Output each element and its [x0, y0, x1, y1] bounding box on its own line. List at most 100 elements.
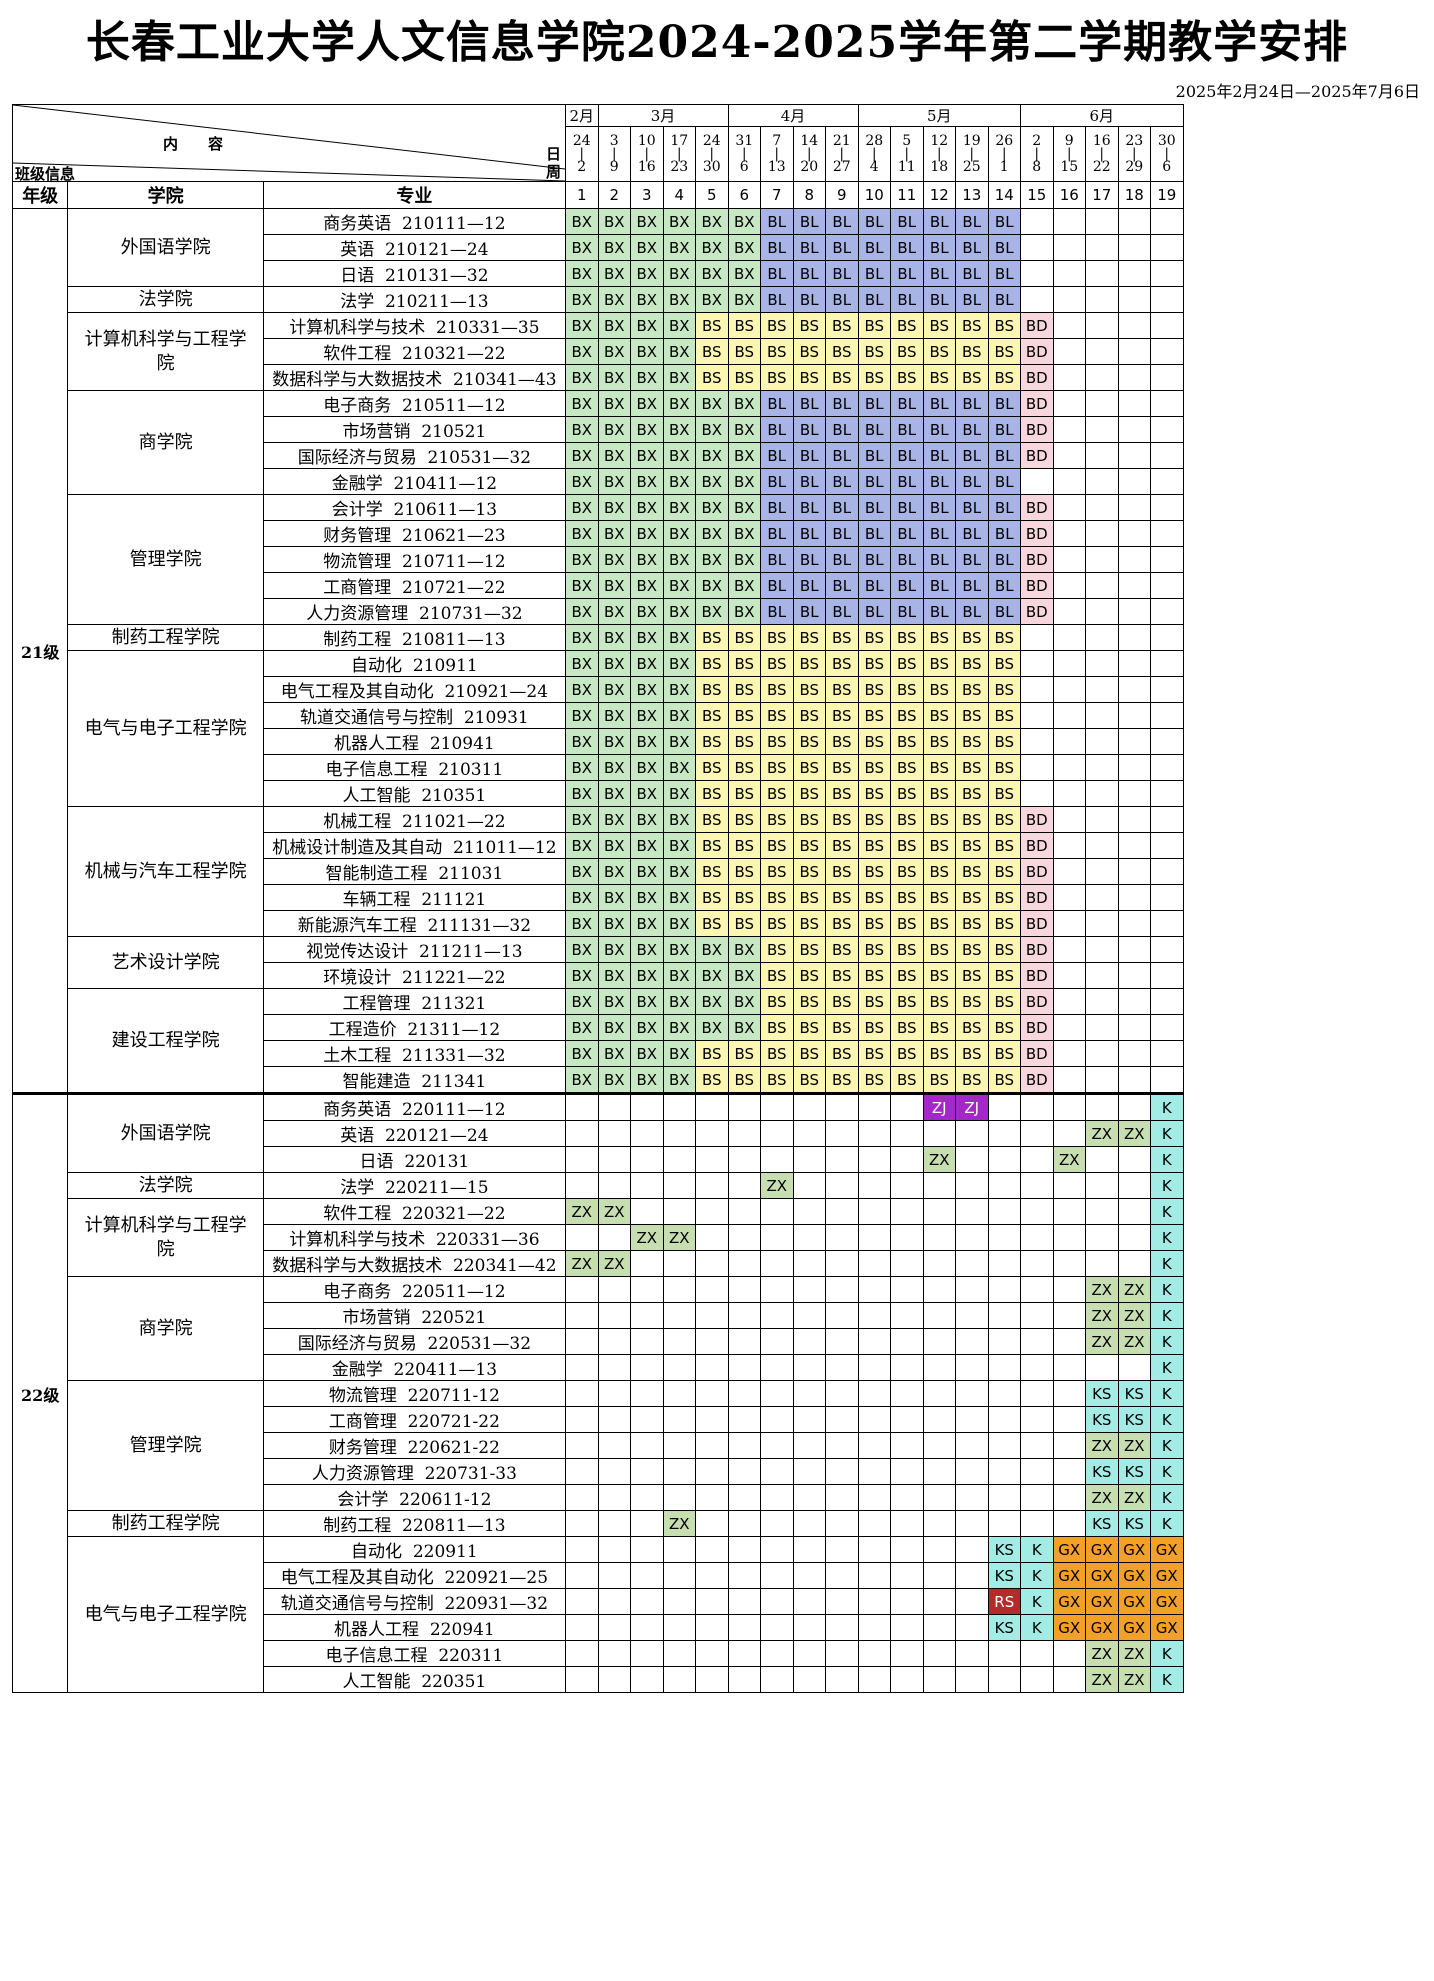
schedule-cell: [1117, 364, 1151, 391]
schedule-cell: BX: [630, 390, 664, 417]
schedule-cell: [760, 1640, 794, 1667]
schedule-cell: [760, 1302, 794, 1329]
schedule-cell: BL: [825, 286, 859, 313]
schedule-cell: [922, 1250, 956, 1277]
major-cell: 机械设计制造及其自动 211011—12: [262, 832, 567, 859]
schedule-cell: BL: [890, 234, 924, 261]
major-column-header: 专业: [262, 181, 567, 209]
schedule-cell: BS: [922, 312, 956, 339]
schedule-cell: [1117, 1224, 1151, 1251]
schedule-cell: [662, 1380, 696, 1407]
schedule-cell: [1020, 234, 1054, 261]
schedule-cell: [857, 1146, 891, 1173]
schedule-cell: BS: [825, 910, 859, 937]
week-date-range: 28 | 4: [857, 126, 891, 182]
schedule-cell: BS: [727, 676, 761, 703]
schedule-cell: K: [1150, 1354, 1184, 1381]
week-number: 11: [890, 181, 924, 209]
schedule-cell: [1052, 286, 1086, 313]
schedule-cell: BX: [597, 936, 631, 963]
schedule-cell: BS: [857, 312, 891, 339]
schedule-cell: BS: [727, 858, 761, 885]
schedule-cell: BL: [890, 390, 924, 417]
schedule-cell: BL: [857, 260, 891, 287]
week-date-range: 16 | 22: [1085, 126, 1119, 182]
schedule-cell: [1052, 260, 1086, 287]
schedule-cell: [792, 1380, 826, 1407]
schedule-cell: BX: [662, 858, 696, 885]
schedule-cell: [1052, 1120, 1086, 1147]
schedule-cell: [760, 1562, 794, 1589]
schedule-cell: [630, 1120, 664, 1147]
schedule-cell: [890, 1614, 924, 1641]
schedule-cell: BS: [695, 780, 729, 807]
schedule-cell: BD: [1020, 572, 1054, 599]
schedule-cell: [662, 1092, 696, 1121]
schedule-cell: BD: [1020, 364, 1054, 391]
schedule-cell: [825, 1588, 859, 1615]
week-label: 周: [545, 163, 561, 181]
schedule-cell: BL: [890, 520, 924, 547]
schedule-cell: ZX: [1117, 1120, 1151, 1147]
week-date-range: 14 | 20: [792, 126, 826, 182]
schedule-cell: BX: [597, 988, 631, 1015]
schedule-cell: [727, 1380, 761, 1407]
schedule-cell: BS: [857, 1040, 891, 1067]
schedule-cell: BL: [825, 234, 859, 261]
table-row: 智能建造 211341 BX BX BX BX BS BS BS BS BS BS BS BS BS BS B…: [13, 1066, 1184, 1094]
schedule-cell: [1020, 1354, 1054, 1381]
schedule-cell: BS: [890, 858, 924, 885]
schedule-cell: ZX: [1117, 1328, 1151, 1355]
major-cell: 机器人工程 220941: [262, 1614, 567, 1641]
major-cell: 人力资源管理 210731—32: [262, 598, 567, 625]
schedule-cell: [1085, 650, 1119, 677]
schedule-cell: K: [1150, 1146, 1184, 1173]
schedule-cell: [1117, 1354, 1151, 1381]
schedule-cell: [695, 1614, 729, 1641]
college-cell: 制药工程学院: [67, 1510, 264, 1537]
schedule-cell: BX: [597, 806, 631, 833]
table-row: 艺术设计学院 视觉传达设计 211211—13 BX BX BX BX BX BX BS BS BS…: [13, 936, 1184, 989]
schedule-cell: [825, 1250, 859, 1277]
date-start: 16: [1092, 132, 1111, 149]
date-separator: |: [871, 145, 877, 162]
schedule-cell: [955, 1458, 989, 1485]
schedule-cell: BX: [630, 1040, 664, 1067]
schedule-cell: BS: [727, 1066, 761, 1094]
schedule-cell: [1150, 286, 1184, 313]
schedule-cell: BS: [922, 338, 956, 365]
schedule-cell: BX: [662, 572, 696, 599]
table-row: 计算机科学与工程学院 软件工程 220321—22 ZX ZX K: [13, 1198, 1184, 1277]
schedule-cell: [1085, 364, 1119, 391]
schedule-cell: BX: [727, 546, 761, 573]
schedule-cell: [630, 1354, 664, 1381]
schedule-cell: K: [1150, 1484, 1184, 1511]
schedule-cell: [1117, 338, 1151, 365]
schedule-cell: [662, 1562, 696, 1589]
schedule-cell: BS: [890, 884, 924, 911]
schedule-cell: BX: [662, 624, 696, 651]
schedule-cell: [825, 1198, 859, 1225]
schedule-cell: BS: [825, 962, 859, 989]
schedule-cell: BX: [630, 520, 664, 547]
schedule-cell: [1052, 1302, 1086, 1329]
schedule-cell: [890, 1432, 924, 1459]
schedule-cell: [1052, 546, 1086, 573]
schedule-cell: BS: [727, 806, 761, 833]
schedule-cell: BL: [955, 572, 989, 599]
schedule-cell: [662, 1276, 696, 1303]
date-end: 25: [962, 158, 981, 175]
schedule-cell: BX: [565, 806, 599, 833]
date-separator: |: [1164, 145, 1170, 162]
schedule-cell: [727, 1354, 761, 1381]
schedule-cell: [727, 1562, 761, 1589]
week-number: 18: [1117, 181, 1151, 209]
schedule-cell: [1085, 754, 1119, 781]
schedule-cell: BX: [695, 416, 729, 443]
schedule-cell: [695, 1640, 729, 1667]
schedule-cell: BX: [662, 832, 696, 859]
schedule-cell: [1085, 962, 1119, 989]
week-date-range: 26 | 1: [987, 126, 1021, 182]
schedule-cell: BS: [727, 624, 761, 651]
schedule-cell: BS: [955, 624, 989, 651]
